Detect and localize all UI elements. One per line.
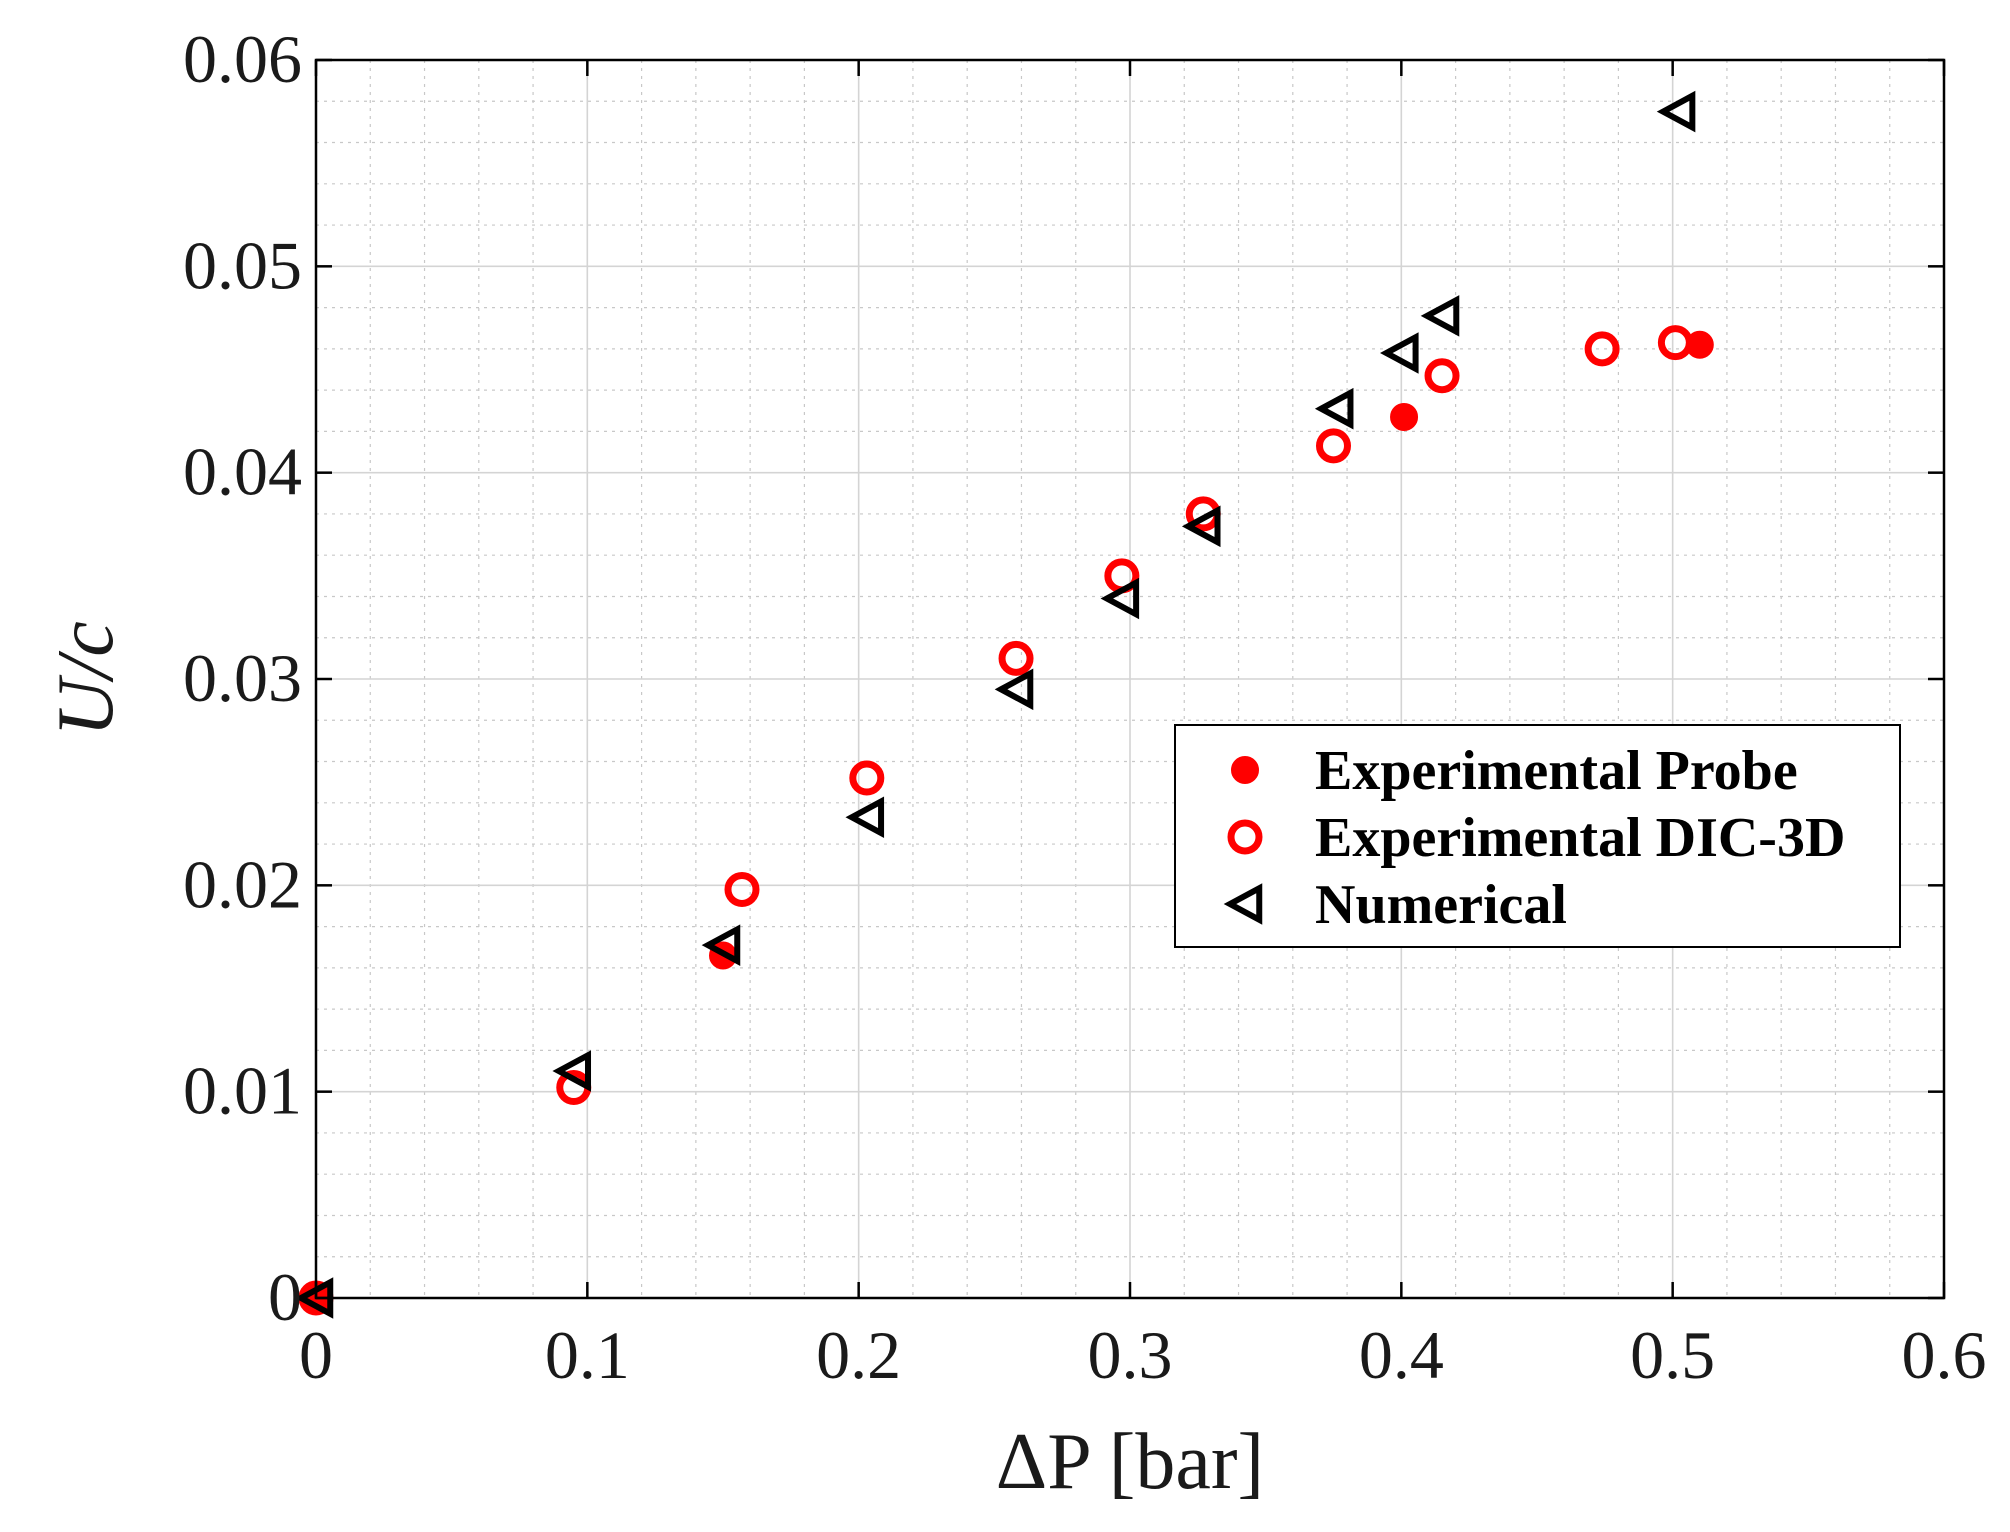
data-point [994,668,1034,711]
y-axis-tick-labels: 0 0.01 0.02 0.03 0.04 0.05 0.06 [183,21,302,1335]
y-tick-label: 0.06 [183,21,302,97]
x-tick-label: 0.5 [1630,1317,1715,1393]
y-axis-label: U/c [42,621,130,737]
data-point [845,796,885,839]
x-tick-label: 0.4 [1359,1317,1444,1393]
data-point [1390,402,1419,431]
legend-marker [1231,756,1259,784]
x-tick-label: 0 [299,1317,333,1393]
x-tick-label: 0.2 [816,1317,901,1393]
x-tick-label: 0.1 [545,1317,630,1393]
data-point [998,640,1034,676]
legend-entry: Numerical [1223,874,1567,936]
y-tick-label: 0.02 [183,846,302,922]
x-tick-label: 0.3 [1088,1317,1173,1393]
y-tick-label: 0.04 [183,434,302,510]
legend-label: Experimental DIC-3D [1315,807,1845,869]
legend-entry: Experimental DIC-3D [1227,807,1845,869]
data-point [701,924,741,966]
y-tick-label: 0.05 [183,227,302,303]
x-axis-tick-labels: 0 0.1 0.2 0.3 0.4 0.5 0.6 [299,1317,1987,1393]
data-point [724,871,760,907]
data-point [1100,577,1140,620]
x-axis-label: ΔP [bar] [996,1418,1264,1506]
data-point [1584,331,1620,367]
legend-entry: Experimental Probe [1231,740,1798,802]
legend-marker [1227,819,1263,855]
y-tick-label: 0 [268,1259,302,1335]
legend-box [1174,724,1901,948]
data-point [1380,332,1419,374]
axis-ticks [314,58,1946,1300]
data-point [1685,330,1714,359]
y-tick-label: 0.01 [183,1053,302,1129]
legend-marker [1223,883,1263,925]
x-tick-label: 0.6 [1902,1317,1987,1393]
data-point [1420,295,1460,337]
data-point [552,1050,592,1092]
data-point [1181,505,1221,548]
data-point [1314,387,1354,430]
y-tick-label: 0.03 [183,640,302,716]
legend-label: Numerical [1315,874,1567,936]
legend-label: Experimental Probe [1315,740,1798,802]
data-point [1656,90,1696,133]
data-point [849,760,885,796]
major-grid [316,60,1944,1298]
data-point [1316,428,1351,464]
data-point [1424,358,1460,394]
series-numerical [294,90,1696,1319]
